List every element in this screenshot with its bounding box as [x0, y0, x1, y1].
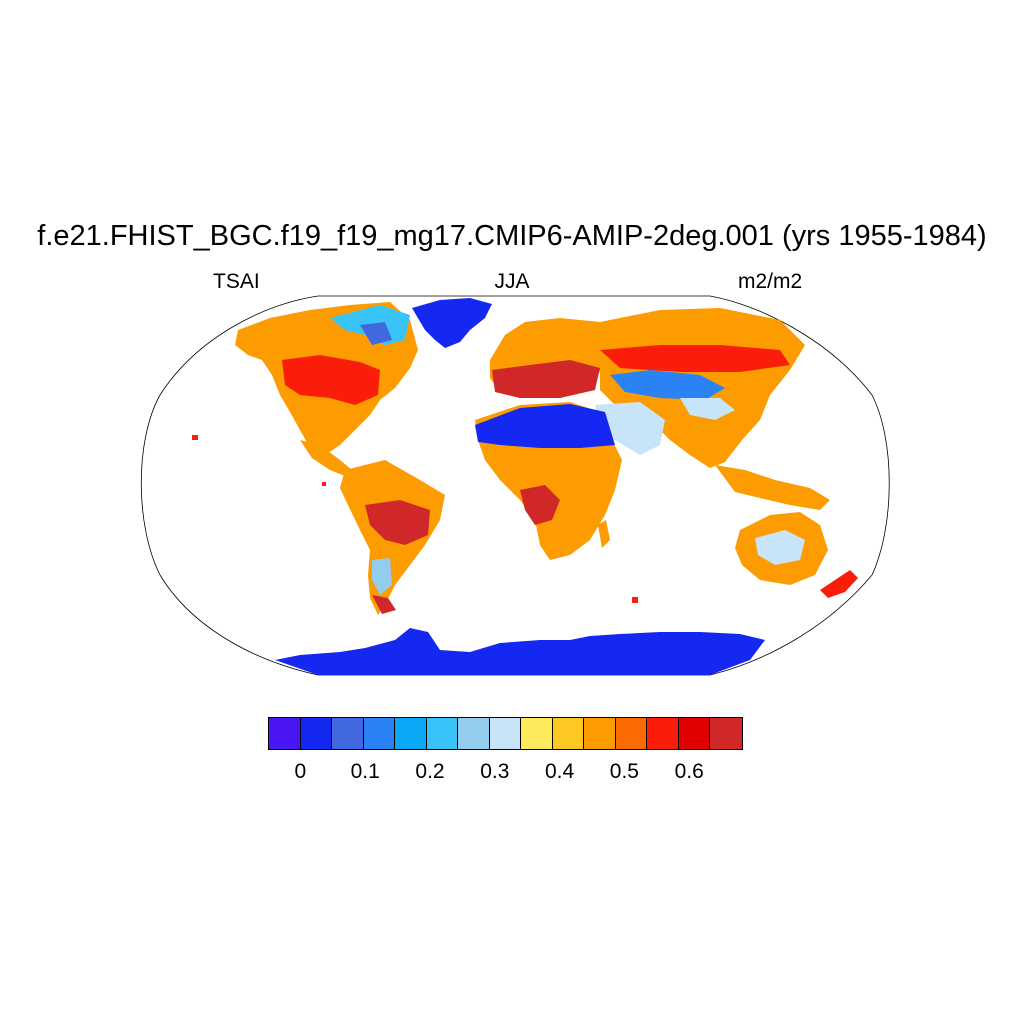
- central-asia-blue-zone: [610, 370, 725, 400]
- colorbar-box: [458, 718, 490, 749]
- colorbar-box: [269, 718, 301, 749]
- colorbar-tick-label: 0.2: [415, 760, 445, 783]
- amazon-red-zone: [365, 500, 430, 545]
- colorbar-box: [710, 718, 742, 749]
- madagascar-region: [598, 520, 610, 548]
- colorbar-tick-label: 0: [294, 760, 307, 783]
- greenland-region: [412, 298, 492, 348]
- colorbar-box: [552, 718, 584, 749]
- island-mark: [322, 482, 326, 486]
- colorbar: [268, 717, 743, 750]
- south-tip-red: [372, 595, 396, 614]
- colorbar-tick-label: 0.3: [480, 760, 510, 783]
- patagonia-light-zone: [372, 558, 392, 595]
- antarctica-region: [275, 628, 765, 675]
- colorbar-box: [363, 718, 395, 749]
- variable-label: TSAI: [213, 270, 260, 293]
- colorbar-box: [332, 718, 364, 749]
- colorbar-tick-label: 0.4: [544, 760, 575, 783]
- new-zealand-region: [820, 570, 858, 598]
- sahara-blue-zone: [475, 404, 615, 448]
- hudson-bay-blue: [360, 322, 392, 345]
- colorbar-box: [584, 718, 616, 749]
- units-label: m2/m2: [738, 270, 803, 293]
- colorbar-box: [615, 718, 647, 749]
- island-mark: [632, 597, 638, 603]
- colorbar-tick-label: 0.1: [350, 760, 380, 783]
- colorbar-box: [395, 718, 427, 749]
- colorbar-box: [489, 718, 521, 749]
- season-label: JJA: [494, 270, 530, 293]
- central-america-region: [300, 440, 352, 476]
- colorbar-box: [647, 718, 679, 749]
- colorbar-box: [300, 718, 332, 749]
- plot-title: f.e21.FHIST_BGC.f19_f19_mg17.CMIP6-AMIP-…: [37, 220, 987, 252]
- colorbar-tick-label: 0.6: [674, 760, 704, 783]
- island-mark: [192, 435, 198, 440]
- north-america-red-zone: [282, 355, 380, 405]
- colorbar-box: [678, 718, 710, 749]
- colorbar-box: [521, 718, 553, 749]
- tibet-light-zone: [680, 398, 735, 420]
- congo-red-zone: [520, 485, 560, 525]
- australia-interior-light: [755, 530, 805, 565]
- colorbar-tick-label: 0.5: [609, 760, 639, 783]
- europe-red-zone: [492, 360, 600, 398]
- siberia-red-band: [600, 345, 790, 372]
- southeast-asia-region: [715, 465, 830, 510]
- arabia-region: [595, 402, 665, 455]
- colorbar-box: [426, 718, 458, 749]
